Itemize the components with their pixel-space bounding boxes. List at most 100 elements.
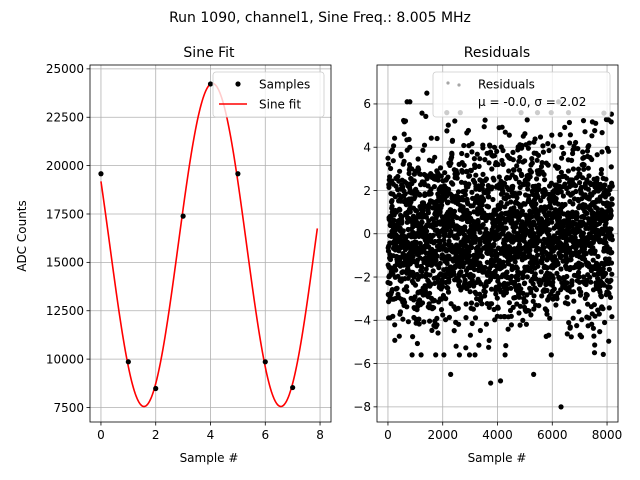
residual-point xyxy=(437,165,444,171)
residual-point xyxy=(608,164,614,170)
residual-point xyxy=(516,294,522,300)
residual-point xyxy=(556,164,562,170)
residual-point xyxy=(448,160,454,166)
residual-point xyxy=(556,214,563,220)
residual-point xyxy=(471,156,477,162)
residual-point xyxy=(453,343,459,349)
residual-point xyxy=(608,208,614,214)
residual-point xyxy=(597,181,604,187)
residual-point xyxy=(471,283,477,289)
residual-point xyxy=(517,154,523,160)
residual-point xyxy=(446,276,452,282)
residual-point xyxy=(524,117,530,123)
residual-point xyxy=(514,163,520,169)
residual-point xyxy=(602,182,608,188)
residual-point xyxy=(569,278,575,284)
residual-point xyxy=(541,171,547,178)
residual-point xyxy=(558,266,564,272)
residual-point xyxy=(522,158,528,164)
residual-point xyxy=(568,334,574,340)
residuals-title: Residuals xyxy=(464,45,530,61)
residual-point xyxy=(531,371,537,377)
residual-point xyxy=(496,258,502,264)
residual-point xyxy=(603,176,609,182)
residual-point xyxy=(536,303,542,309)
sample-point xyxy=(98,171,104,177)
residual-point xyxy=(395,273,401,279)
residual-point xyxy=(579,317,585,323)
residual-point xyxy=(553,196,559,202)
residual-point xyxy=(486,194,492,200)
residual-point xyxy=(400,184,406,190)
residuals-ytick-label: −4 xyxy=(353,314,371,328)
residual-point xyxy=(440,284,446,290)
residual-point xyxy=(532,271,538,277)
sine-fit-legend-box xyxy=(212,71,325,118)
residual-point xyxy=(468,300,475,306)
residual-point xyxy=(467,210,473,217)
residual-point xyxy=(565,301,571,307)
residual-point xyxy=(609,314,615,320)
residual-point xyxy=(582,244,588,250)
residual-point xyxy=(582,129,588,135)
residual-point xyxy=(538,198,544,204)
residual-point xyxy=(479,254,485,260)
residual-point xyxy=(576,309,582,315)
residual-point xyxy=(459,169,466,175)
residual-point xyxy=(591,350,598,356)
residual-point xyxy=(479,182,486,188)
residual-point xyxy=(516,242,523,248)
residual-point xyxy=(537,134,544,140)
residual-point xyxy=(431,305,437,311)
residual-point xyxy=(567,324,573,330)
residual-point xyxy=(489,166,495,172)
residual-point xyxy=(418,352,424,358)
residual-point xyxy=(445,174,451,180)
residual-point xyxy=(449,137,456,143)
residual-point xyxy=(559,144,565,150)
residual-point xyxy=(564,280,570,286)
residual-point xyxy=(545,141,551,147)
residual-point xyxy=(539,160,545,166)
residual-point xyxy=(606,305,612,311)
residual-point xyxy=(485,189,491,195)
residual-point xyxy=(419,110,425,116)
residual-point xyxy=(405,319,411,325)
residual-point xyxy=(527,247,533,253)
residuals-ticks: 0 2000 4000 6000 8000 −8 −6 −4 −2 0 2 4 6 xyxy=(353,97,622,442)
residual-point xyxy=(526,140,532,146)
residual-point xyxy=(464,152,470,158)
residual-point xyxy=(451,208,458,214)
residual-point xyxy=(522,131,528,137)
residual-point xyxy=(583,281,589,288)
residual-point xyxy=(493,211,499,217)
residual-point xyxy=(600,351,606,357)
residual-point xyxy=(397,168,403,174)
residual-point xyxy=(427,318,433,324)
sample-point xyxy=(262,359,268,365)
residual-point xyxy=(483,321,489,327)
residual-point xyxy=(421,142,428,148)
residual-point xyxy=(570,201,576,207)
residual-point xyxy=(452,118,458,124)
residual-point xyxy=(574,323,580,329)
residual-point xyxy=(558,253,564,259)
residual-point xyxy=(592,342,598,348)
residual-point xyxy=(386,184,392,190)
residual-point xyxy=(581,162,587,168)
residual-point xyxy=(504,269,510,275)
residual-point xyxy=(529,156,535,162)
residual-point xyxy=(445,199,451,205)
residual-point xyxy=(416,167,422,173)
residual-point xyxy=(392,337,398,343)
residual-point xyxy=(555,290,561,296)
residual-point xyxy=(395,173,401,180)
residuals-xtick-label: 4000 xyxy=(482,428,513,442)
residual-point xyxy=(553,302,559,308)
residual-point xyxy=(525,145,532,151)
residual-point xyxy=(429,327,435,333)
residual-point xyxy=(592,248,598,254)
legend-residuals-marker xyxy=(446,81,450,85)
residual-point xyxy=(562,201,568,208)
residual-point xyxy=(548,205,554,211)
